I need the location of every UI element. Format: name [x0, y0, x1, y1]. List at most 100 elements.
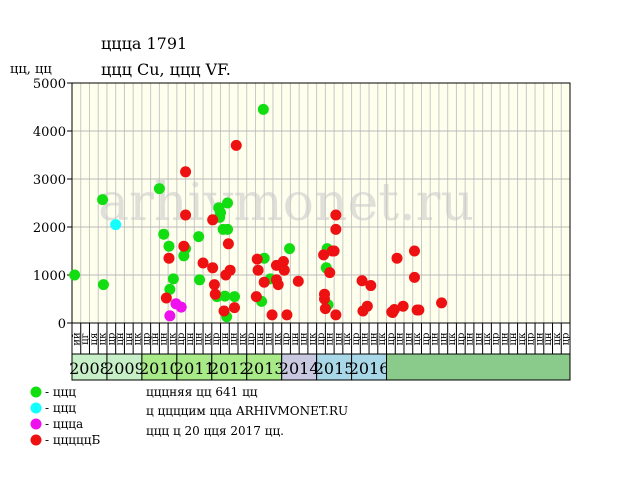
month-label: цк — [167, 332, 178, 345]
month-label: ий — [71, 332, 82, 346]
month-label: цр — [211, 333, 222, 346]
data-point — [167, 273, 179, 285]
data-point — [207, 214, 219, 226]
year-label: 2010 — [139, 359, 180, 378]
data-point — [194, 274, 206, 286]
year-cell — [351, 353, 388, 381]
data-point — [365, 280, 377, 292]
note-line-2: ц ццццим цца ARHIVMONET.RU — [146, 404, 348, 418]
data-point — [218, 305, 230, 317]
month-label: цн — [395, 332, 406, 345]
month-label: цн — [368, 332, 379, 345]
data-point — [207, 262, 219, 274]
data-point — [222, 238, 234, 250]
data-point — [278, 264, 290, 276]
chart-title: ццца 1791 — [101, 34, 187, 53]
year-label: 2015 — [314, 359, 355, 378]
month-label: цк — [133, 332, 144, 345]
month-label: цк — [412, 332, 423, 345]
data-point — [175, 301, 187, 313]
year-label: 2016 — [349, 359, 390, 378]
data-point — [208, 279, 220, 291]
month-label: цн — [299, 332, 310, 345]
data-point — [251, 253, 263, 265]
month-label: цк — [307, 332, 318, 345]
data-point — [318, 249, 330, 261]
month-label: цр — [246, 333, 257, 346]
legend-label: - ццц — [45, 385, 76, 399]
year-label: 2012 — [209, 359, 250, 378]
data-point — [266, 309, 278, 321]
month-label: цр — [316, 333, 327, 346]
y-axis-unit: цц, цц — [10, 62, 52, 77]
month-label: цн — [159, 332, 170, 345]
month-label: цн — [220, 332, 231, 345]
month-label: цр — [561, 333, 572, 346]
legend-marker — [30, 434, 42, 446]
month-label: цг — [80, 333, 91, 345]
month-label: цк — [272, 332, 283, 345]
month-row — [71, 322, 571, 355]
month-label: цн — [508, 332, 519, 345]
month-label: цк — [342, 332, 353, 345]
year-label: 2011 — [174, 359, 215, 378]
data-point — [158, 228, 170, 240]
data-point — [209, 288, 221, 300]
data-point — [110, 219, 122, 231]
data-point — [163, 240, 175, 252]
month-label: ця — [89, 333, 100, 346]
month-label: цк — [447, 332, 458, 345]
month-label: цр — [351, 333, 362, 346]
data-point — [258, 276, 270, 288]
timeline-axis: ийцгцяцкцрцнцнцкцрцнцнцкцрцнцнцкцрцнцнцк… — [69, 322, 572, 381]
data-point — [222, 223, 234, 235]
month-label: цк — [237, 332, 248, 345]
year-label: 2013 — [244, 359, 285, 378]
legend-label: - цццццБ — [45, 433, 100, 447]
data-point — [436, 297, 448, 309]
data-point — [69, 269, 81, 281]
legend-marker — [30, 402, 42, 414]
month-label: цк — [482, 332, 493, 345]
y-tick-label: 0 — [58, 317, 66, 332]
month-label: цн — [229, 332, 240, 345]
data-point — [408, 245, 420, 257]
watermark-text: arhivmonet.ru — [98, 173, 474, 233]
data-point — [388, 304, 400, 316]
y-tick-label: 2000 — [33, 221, 66, 236]
month-label: цн — [325, 332, 336, 345]
year-cell — [246, 353, 283, 381]
data-point — [164, 310, 176, 322]
data-point — [222, 197, 234, 209]
data-point — [277, 256, 289, 268]
month-label: цн — [333, 332, 344, 345]
month-label: цк — [552, 332, 563, 345]
data-point — [215, 207, 227, 219]
data-point — [408, 271, 420, 283]
data-point — [252, 264, 264, 276]
month-label: цр — [526, 333, 537, 346]
month-label: цн — [473, 332, 484, 345]
data-point — [324, 267, 336, 279]
month-label: цн — [150, 332, 161, 345]
month-label: цр — [176, 333, 187, 346]
month-label: цн — [499, 332, 510, 345]
data-point — [229, 291, 241, 303]
month-label: цн — [115, 332, 126, 345]
year-label: 2008 — [69, 359, 110, 378]
month-label: цн — [290, 332, 301, 345]
plot-area: arhivmonet.ru 0 1000 2000 3000 4000 5000 — [33, 77, 571, 332]
note-line-3: ццц ц 20 цця 2017 цц. — [146, 424, 284, 438]
month-label: цр — [421, 333, 432, 346]
legend: - ццц - ццц - ццца - цццццБ — [30, 385, 100, 447]
month-label: цр — [141, 333, 152, 346]
data-point — [160, 292, 172, 304]
month-label: цн — [403, 332, 414, 345]
data-point — [180, 209, 192, 221]
data-point — [219, 290, 231, 302]
year-cell — [211, 353, 248, 381]
data-point — [391, 252, 403, 264]
data-point — [178, 240, 190, 252]
legend-marker — [30, 418, 42, 430]
data-point — [330, 223, 342, 235]
